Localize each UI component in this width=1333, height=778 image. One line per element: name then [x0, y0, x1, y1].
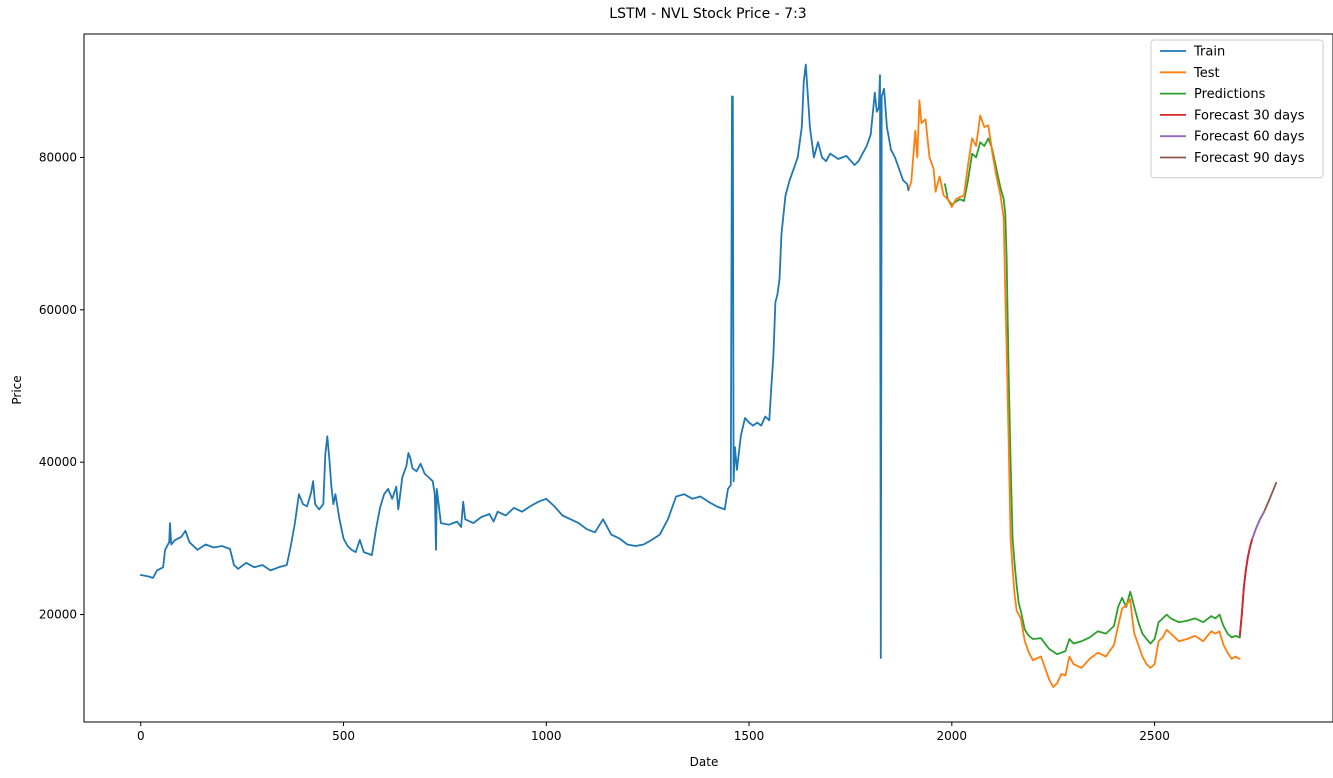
- x-axis: 0 500 1000 1500 2000 2500: [137, 722, 1170, 743]
- y-axis: 20000 40000 60000 80000: [39, 150, 84, 622]
- x-tick-label-1: 500: [332, 729, 355, 743]
- plot-frame: [83, 33, 1333, 723]
- series-line-3: [1238, 539, 1253, 639]
- x-tick-label-5: 2500: [1139, 729, 1170, 743]
- legend-label-2: Predictions: [1194, 87, 1266, 102]
- x-axis-title: Date: [690, 755, 719, 769]
- plot-area: [83, 33, 1333, 723]
- series-line-1: [907, 99, 1241, 688]
- chart-title: LSTM - NVL Stock Price - 7:3: [609, 6, 806, 22]
- series-line-2: [944, 137, 1241, 656]
- plot-frame-background: [84, 34, 1333, 722]
- x-tick-label-2: 1000: [531, 729, 562, 743]
- series-layer: [139, 63, 1278, 688]
- legend-label-0: Train: [1193, 45, 1225, 60]
- y-tick-label-0: 20000: [39, 608, 77, 622]
- y-tick-label-3: 80000: [39, 150, 77, 164]
- legend-label-5: Forecast 90 days: [1194, 151, 1305, 166]
- y-tick-label-2: 60000: [39, 303, 77, 317]
- y-axis-title: Price: [10, 375, 24, 404]
- series-line-0: [139, 63, 910, 659]
- x-tick-label-0: 0: [137, 729, 145, 743]
- x-tick-label-3: 1500: [734, 729, 765, 743]
- legend-label-3: Forecast 30 days: [1194, 108, 1305, 123]
- legend: Train Test Predictions Forecast 30 days Fore…: [1150, 39, 1324, 179]
- legend-box: [1150, 39, 1324, 179]
- y-tick-label-1: 40000: [39, 455, 77, 469]
- legend-label-1: Test: [1193, 66, 1220, 81]
- x-tick-label-4: 2000: [937, 729, 968, 743]
- legend-label-4: Forecast 60 days: [1194, 130, 1305, 145]
